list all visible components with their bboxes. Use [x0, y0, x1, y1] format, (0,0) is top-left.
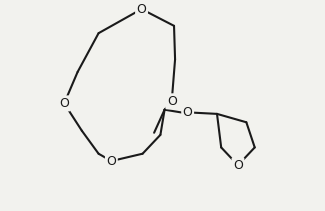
Text: O: O — [183, 106, 193, 119]
Text: O: O — [167, 95, 177, 108]
Text: O: O — [106, 154, 116, 168]
Text: O: O — [233, 159, 243, 172]
Text: O: O — [136, 3, 147, 16]
Text: O: O — [59, 97, 69, 110]
